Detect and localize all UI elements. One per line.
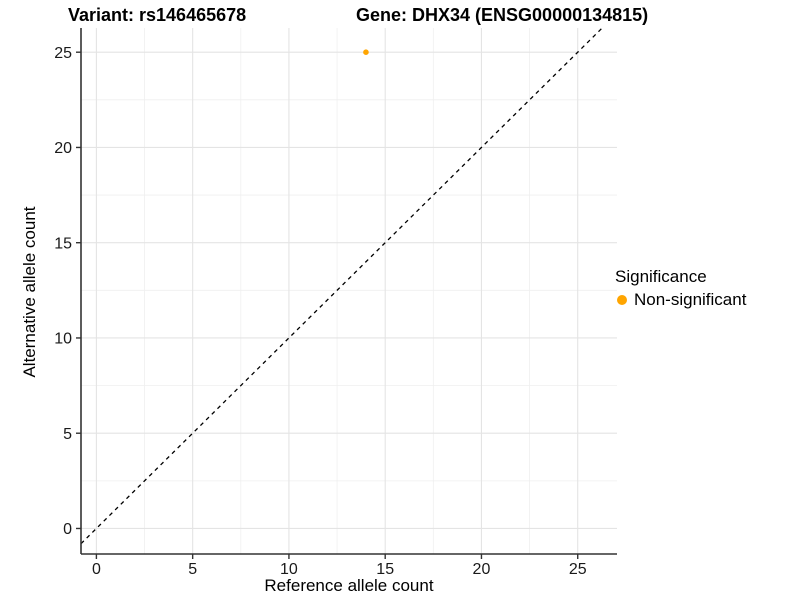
y-tick-label: 20 (54, 140, 72, 157)
plot-title-gene: Gene: DHX34 (ENSG00000134815) (356, 5, 649, 25)
legend-item: Non-significant (615, 291, 746, 309)
x-tick-label: 25 (569, 561, 587, 578)
x-tick-label: 5 (188, 561, 197, 578)
y-tick-label: 15 (54, 235, 72, 252)
legend-item-label: Non-significant (634, 290, 747, 309)
x-tick-label: 15 (376, 561, 394, 578)
legend-point-marker-icon (617, 295, 627, 305)
legend-title: Significance (615, 267, 707, 286)
y-tick-label: 10 (54, 331, 72, 348)
legend-items: Non-significant (615, 291, 746, 309)
x-tick-label: 0 (92, 561, 101, 578)
x-tick-label: 10 (280, 561, 298, 578)
plot-title-variant: Variant: rs146465678 (68, 5, 247, 25)
data-point (363, 49, 369, 55)
legend: Significance Non-significant (615, 268, 746, 309)
y-tick-label: 25 (54, 45, 72, 62)
y-tick-label: 0 (63, 521, 72, 538)
x-axis-title: Reference allele count (264, 576, 434, 595)
y-tick-label: 5 (63, 426, 72, 443)
identity-line (80, 27, 603, 545)
x-tick-label: 20 (473, 561, 491, 578)
y-axis-title: Alternative allele count (20, 206, 39, 378)
